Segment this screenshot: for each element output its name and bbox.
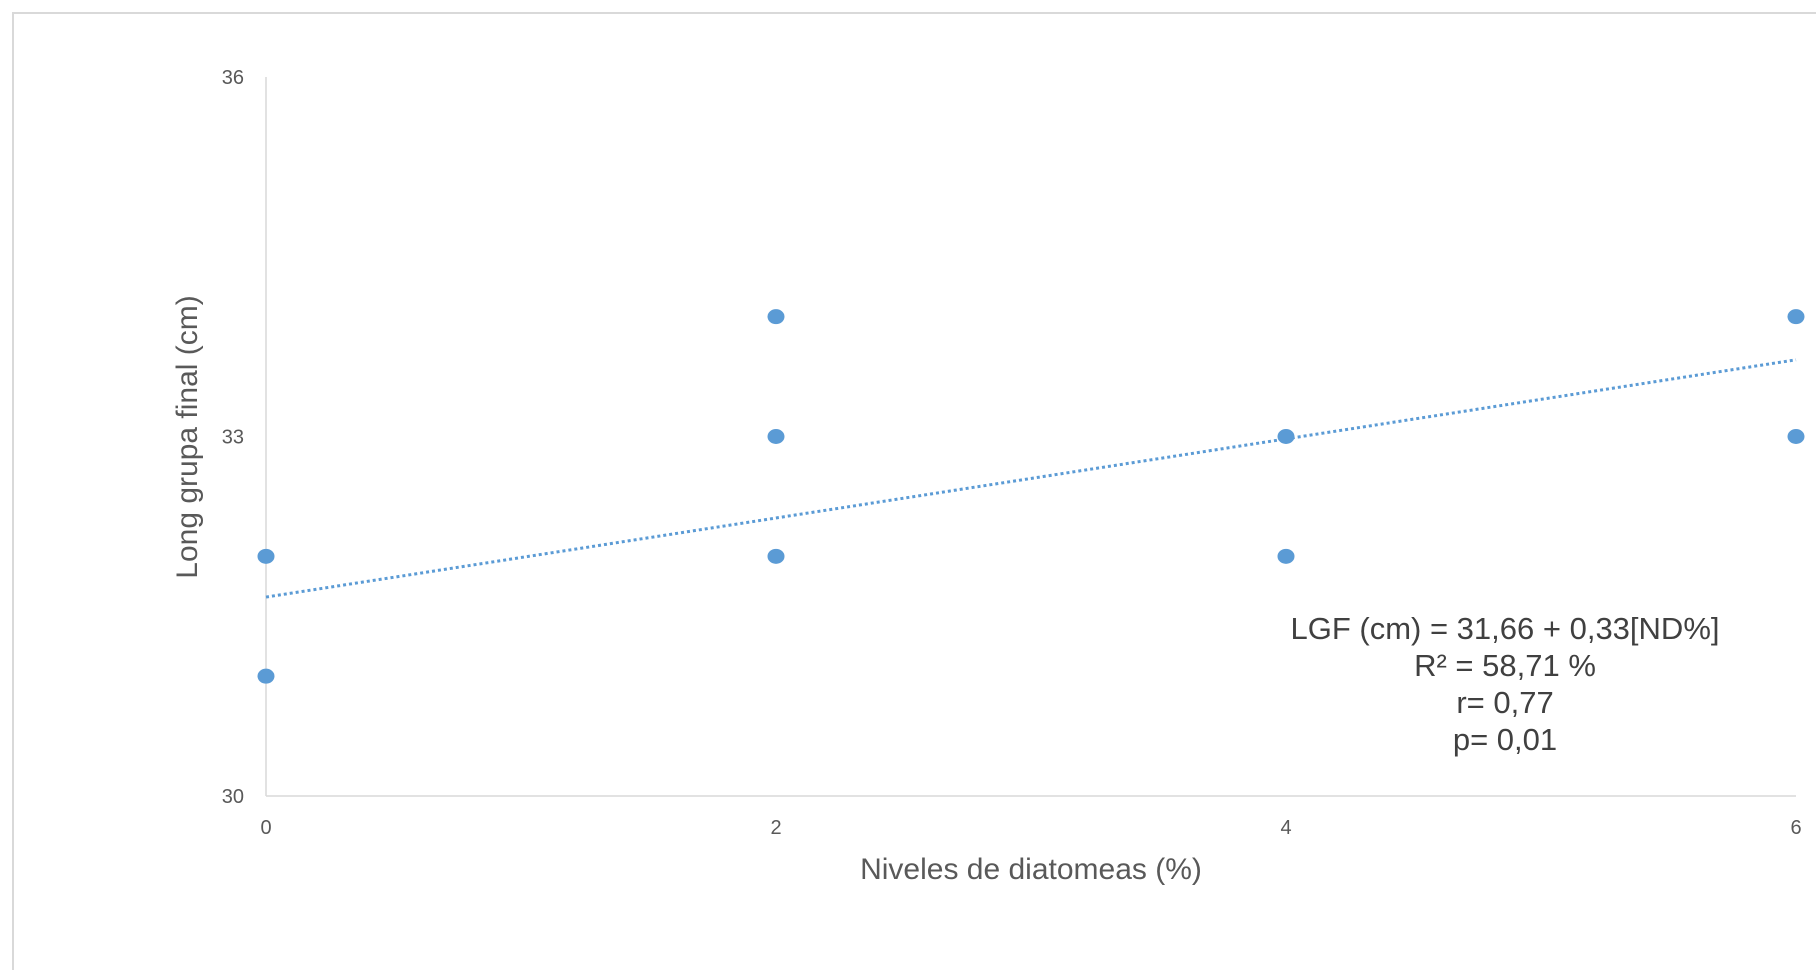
x-axis-title: Niveles de diatomeas (%) [860,853,1202,886]
regression-annotation: LGF (cm) = 31,66 + 0,33[ND%] R² = 58,71 … [1290,611,1719,757]
trendline [265,358,1797,599]
data-point [767,548,785,564]
annotation-r: r= 0,77 [1456,685,1553,720]
annotation-r-squared: R² = 58,71 % [1414,648,1596,683]
x-tick-label: 2 [770,817,781,839]
annotation-p: p= 0,01 [1453,722,1557,757]
data-point [1277,429,1295,444]
data-point [257,548,275,564]
data-point [1787,309,1805,325]
x-tick-label: 4 [1280,817,1291,839]
data-point [257,668,275,684]
ticks-layer: 0 2 4 6 30 33 36 [222,67,1802,839]
trendline-layer [265,358,1797,599]
x-tick-label: 6 [1790,817,1801,839]
annotation-equation: LGF (cm) = 31,66 + 0,33[ND%] [1290,611,1719,646]
y-tick-label: 30 [222,786,244,808]
points-layer [257,309,1805,684]
data-point [1277,548,1295,564]
chart-frame [12,12,1816,970]
y-axis-title: Long grupa final (cm) [171,295,204,578]
data-point [1787,429,1805,444]
x-tick-label: 0 [260,817,271,839]
data-point [767,309,785,325]
data-point [767,429,785,444]
y-tick-label: 36 [222,67,244,89]
y-tick-label: 33 [222,427,244,449]
axes [265,77,1796,797]
